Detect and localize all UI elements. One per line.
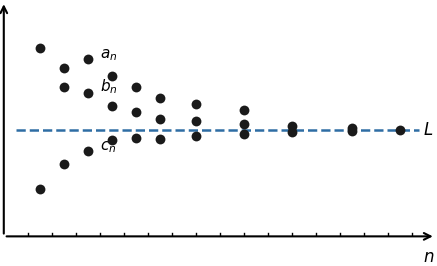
Point xyxy=(108,74,115,78)
Point xyxy=(192,102,199,106)
Point xyxy=(156,95,163,100)
Text: $b_n$: $b_n$ xyxy=(100,78,118,97)
Point xyxy=(348,128,355,133)
Point xyxy=(156,137,163,141)
Point xyxy=(60,85,67,89)
Point xyxy=(84,149,91,153)
Point xyxy=(396,127,403,132)
Point xyxy=(288,124,295,128)
Text: n: n xyxy=(423,248,434,266)
Point xyxy=(132,85,139,89)
Point xyxy=(84,57,91,61)
Point xyxy=(192,134,199,138)
Point xyxy=(36,46,43,51)
Point xyxy=(240,132,247,136)
Point xyxy=(108,104,115,108)
Point xyxy=(156,117,163,121)
Point xyxy=(192,119,199,123)
Point xyxy=(60,65,67,70)
Point xyxy=(108,138,115,142)
Point xyxy=(84,91,91,95)
Point xyxy=(240,108,247,113)
Point xyxy=(132,136,139,140)
Text: $a_n$: $a_n$ xyxy=(100,48,117,63)
Point xyxy=(132,110,139,115)
Point xyxy=(36,187,43,192)
Point xyxy=(240,122,247,126)
Point xyxy=(60,162,67,166)
Point xyxy=(348,126,355,131)
Point xyxy=(288,130,295,134)
Text: L: L xyxy=(423,120,433,139)
Text: $c_n$: $c_n$ xyxy=(100,139,116,155)
